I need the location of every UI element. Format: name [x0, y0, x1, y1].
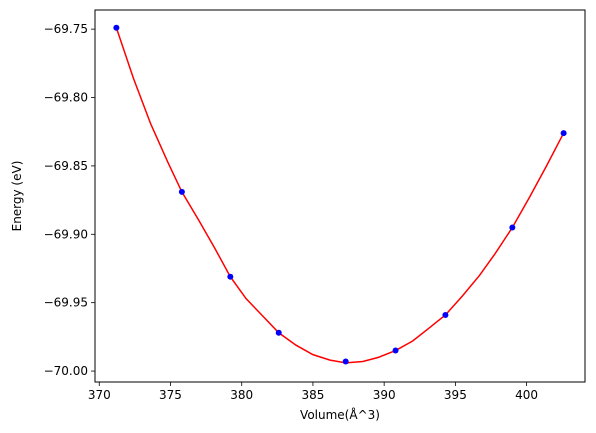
x-tick-label-1: 375	[159, 388, 182, 402]
fit-curve-line	[115, 27, 565, 364]
x-tick-label-3: 385	[301, 388, 324, 402]
data-point-3	[275, 329, 282, 336]
y-tick-label-3: −69.90	[44, 227, 88, 241]
plot-frame	[94, 9, 586, 383]
y-axis-label: Energy (eV)	[10, 161, 24, 232]
data-point-1	[178, 188, 185, 195]
x-tick-label-2: 380	[230, 388, 253, 402]
y-tick-label-0: −69.75	[44, 22, 88, 36]
y-tick-label-5: −70.00	[44, 364, 88, 378]
x-axis-ticks: 370 375 380 385 390 395 400	[88, 382, 538, 402]
x-tick-label-6: 400	[515, 388, 538, 402]
data-point-4	[342, 358, 349, 365]
fit-curve-layer	[115, 27, 565, 364]
y-tick-label-1: −69.80	[44, 91, 88, 105]
y-tick-label-2: −69.85	[44, 159, 88, 173]
data-points-layer	[113, 24, 567, 365]
x-tick-label-0: 370	[88, 388, 111, 402]
data-point-8	[560, 130, 567, 137]
y-tick-label-4: −69.95	[44, 296, 88, 310]
data-point-0	[113, 24, 120, 31]
x-tick-label-4: 390	[373, 388, 396, 402]
data-point-7	[509, 224, 516, 231]
data-point-5	[392, 347, 399, 354]
data-point-2	[227, 273, 234, 280]
x-axis-label: Volume(Å^3)	[300, 407, 380, 422]
data-point-6	[442, 311, 449, 318]
x-tick-label-5: 395	[444, 388, 467, 402]
y-axis-ticks: −69.75 −69.80 −69.85 −69.90 −69.95 −70.00	[44, 22, 95, 378]
